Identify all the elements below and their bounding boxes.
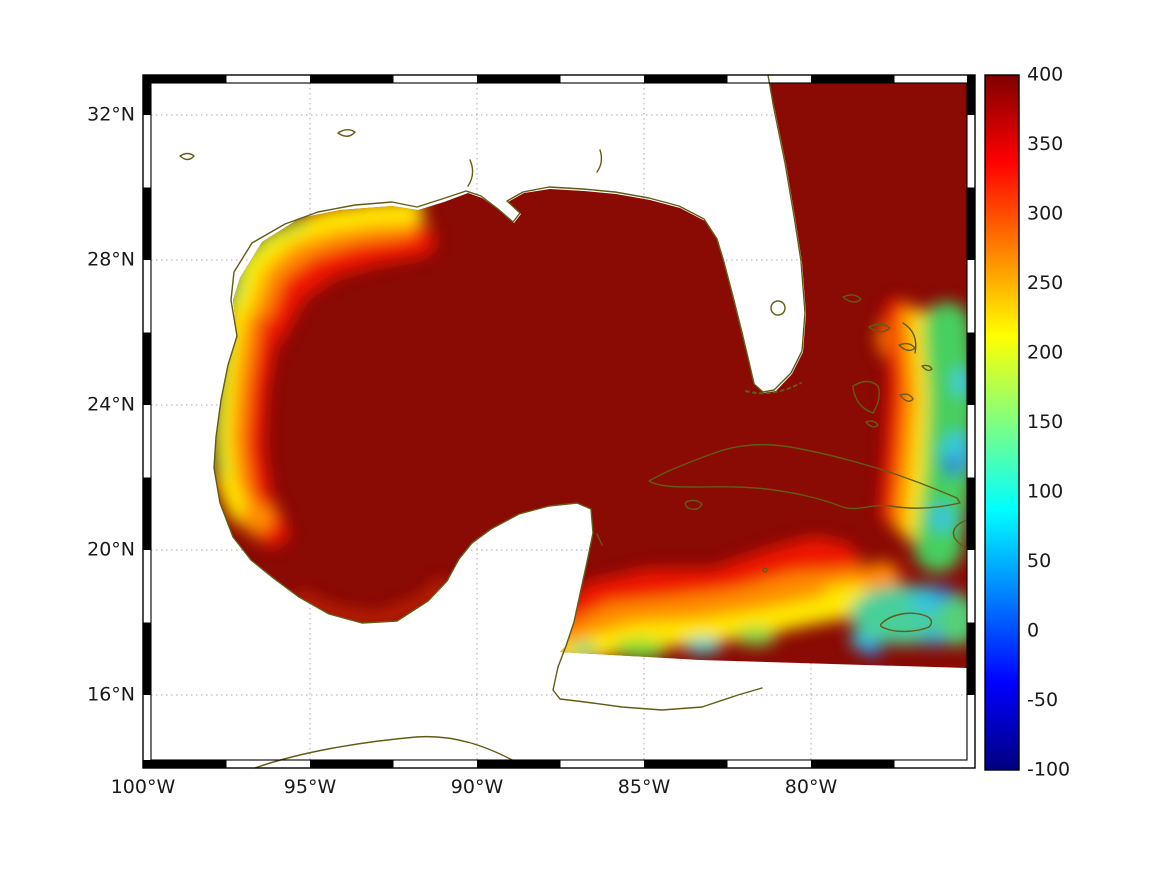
colorbar-tick-label: 250 <box>1027 272 1063 294</box>
hispaniola-edge-coastline <box>952 519 968 549</box>
colorbar-tick-label: 200 <box>1027 342 1063 364</box>
x-tick-label: 90°W <box>451 776 504 798</box>
x-tick-label: 100°W <box>111 776 176 798</box>
colorbar-tick-label: -100 <box>1027 759 1070 781</box>
colorbar-tick-label: 150 <box>1027 411 1063 433</box>
bahamas-coastlines <box>842 294 933 428</box>
colorbar-tick-label: 0 <box>1027 620 1039 642</box>
coastlines <box>179 74 968 769</box>
colorbar-tick-label: -50 <box>1027 689 1058 711</box>
x-tick-label: 80°W <box>785 776 838 798</box>
isla-juventud-coastline <box>684 499 703 511</box>
pacific-coastline <box>254 735 529 769</box>
jamaica-coastline <box>879 612 933 633</box>
florida-keys-outline <box>745 382 802 395</box>
colorbar-tick-labels: 400 350 300 250 200 150 100 50 0 -50 -10… <box>1027 64 1070 781</box>
inland-water-marks <box>179 129 768 573</box>
colorbar-tick-label: 400 <box>1027 64 1063 86</box>
y-tick-label: 28°N <box>87 249 135 271</box>
colorbar-tick-label: 50 <box>1027 550 1051 572</box>
colorbar-gradient <box>984 74 1020 771</box>
y-tick-label: 32°N <box>87 104 135 126</box>
colorbar: 400 350 300 250 200 150 100 50 0 -50 -10… <box>984 64 1070 781</box>
colorbar-tick-label: 300 <box>1027 203 1063 225</box>
colorbar-tick-label: 100 <box>1027 481 1063 503</box>
us-gulf-florida-coastline <box>230 74 806 393</box>
y-tick-label: 20°N <box>87 539 135 561</box>
y-tick-label: 24°N <box>87 394 135 416</box>
colorbar-tick-label: 350 <box>1027 133 1063 155</box>
y-tick-label: 16°N <box>87 684 135 706</box>
map-frame <box>142 74 976 769</box>
lake-okeechobee-outline <box>770 300 786 316</box>
x-tick-label: 95°W <box>284 776 337 798</box>
x-axis-tick-labels: 100°W 95°W 90°W 85°W 80°W <box>111 776 838 798</box>
cuba-coastline <box>648 444 961 510</box>
y-axis-tick-labels: 32°N 28°N 24°N 20°N 16°N <box>87 104 135 706</box>
mexico-yucatan-coastline <box>213 335 763 711</box>
x-tick-label: 85°W <box>618 776 671 798</box>
